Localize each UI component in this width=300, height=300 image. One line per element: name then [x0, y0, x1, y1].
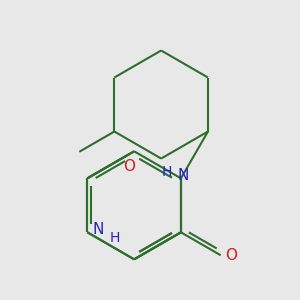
- Text: O: O: [226, 248, 238, 263]
- Text: N: N: [178, 168, 189, 183]
- Text: H: H: [109, 231, 120, 245]
- Text: H: H: [162, 165, 172, 179]
- Text: O: O: [124, 159, 136, 174]
- Text: N: N: [92, 222, 104, 237]
